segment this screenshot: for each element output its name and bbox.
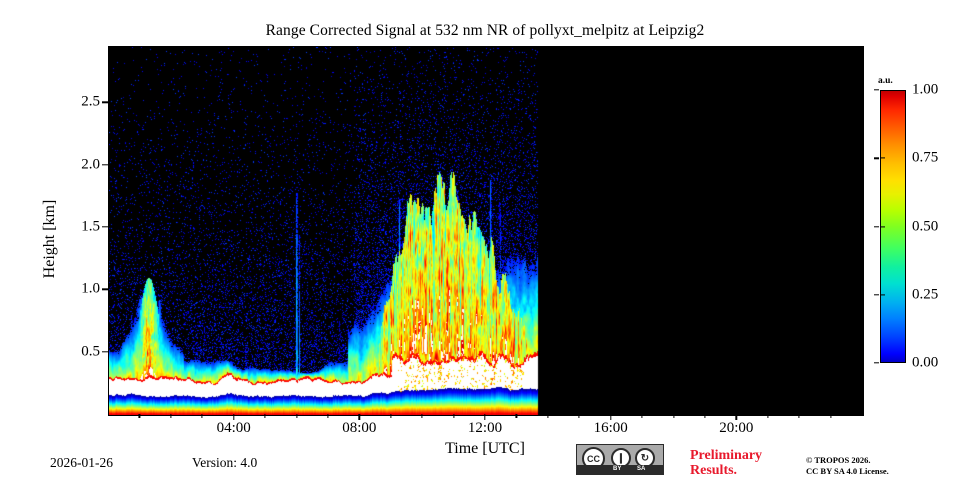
colorbar-tick-inner: [881, 225, 885, 228]
cc-sa-label: SA: [637, 466, 646, 472]
x-tick-mark-minor: [390, 414, 392, 418]
copyright-line-1: © TROPOS 2026.: [806, 455, 871, 465]
x-tick-mark-minor: [452, 414, 455, 418]
x-axis-label: Time [UTC]: [445, 440, 525, 457]
y-tick-mark: [102, 288, 108, 290]
x-tick-mark-minor: [138, 414, 140, 418]
cc-badge-top: CC ❙ ↻: [577, 445, 663, 470]
plot-area: [108, 46, 864, 416]
colorbar-tick-label: 0.00: [912, 354, 939, 371]
x-tick-mark-minor: [578, 414, 580, 418]
colorbar-tick-label: 0.50: [912, 218, 939, 234]
y-tick-mark: [102, 163, 108, 166]
y-axis-tick-labels: 0.5 1.0 1.5 2.0 2.5: [48, 46, 100, 414]
preliminary-line-1: Preliminary: [690, 448, 763, 463]
preliminary-line-2: Results.: [690, 463, 738, 478]
colorbar-tick-label: 0.25: [912, 286, 939, 303]
x-tick-mark-minor: [264, 414, 266, 418]
colorbar-tick-label: 1.00: [912, 81, 939, 98]
colorbar-tick-mark: [874, 157, 879, 159]
colorbar-tick-label: 0.75: [912, 149, 939, 166]
colorbar-tick-mark: [874, 294, 879, 296]
y-tick-mark: [102, 226, 108, 228]
copyright-notice: © TROPOS 2026. CC BY SA 4.0 License.: [806, 455, 889, 477]
x-tick-mark-major: [609, 414, 612, 420]
colorbar-tick-mark: [874, 225, 879, 228]
x-tick-mark-minor: [547, 414, 549, 418]
x-tick-label: 08:00: [342, 420, 377, 436]
cc-badge-bottom: BY SA: [577, 465, 663, 474]
y-tick-label: 2.5: [81, 93, 100, 110]
x-tick-mark-minor: [641, 414, 643, 418]
heatmap-canvas: [109, 47, 863, 415]
x-tick-mark-major: [358, 414, 361, 420]
colorbar-unit-label: a.u.: [878, 76, 893, 86]
x-tick-mark-minor: [704, 414, 706, 418]
x-tick-mark-minor: [798, 414, 800, 418]
x-tick-label: 20:00: [719, 420, 754, 436]
y-tick-label: 1.5: [81, 218, 100, 235]
x-tick-mark-minor: [170, 414, 172, 418]
x-tick-mark-minor: [515, 414, 517, 418]
x-tick-label: 04:00: [216, 420, 251, 436]
x-tick-label: 12:00: [467, 420, 503, 436]
cc-sa-share-alike-icon: ↻: [635, 448, 655, 468]
x-tick-mark-minor: [295, 414, 298, 418]
page-title: Range Corrected Signal at 532 nm NR of p…: [265, 22, 705, 39]
x-tick-mark-major: [735, 414, 738, 420]
footer-version: Version: 4.0: [192, 455, 258, 470]
cc-by-label: BY: [613, 466, 622, 472]
x-tick-mark-minor: [421, 414, 423, 418]
copyright-line-2: CC BY SA 4.0 License.: [806, 466, 889, 476]
creative-commons-badge-icon[interactable]: CC ❙ ↻ BY SA: [576, 444, 664, 475]
y-tick-label: 2.0: [81, 156, 100, 172]
x-tick-mark-minor: [672, 414, 675, 418]
x-tick-mark-major: [484, 414, 486, 420]
preliminary-results-notice: Preliminary Results.: [690, 448, 762, 478]
y-tick-label: 0.5: [81, 343, 100, 360]
x-tick-mark-minor: [327, 414, 329, 418]
colorbar-tick-inner: [881, 294, 885, 296]
y-tick-label: 1.0: [81, 280, 100, 297]
x-tick-mark-minor: [829, 414, 832, 418]
y-tick-mark: [102, 350, 108, 353]
y-tick-mark: [102, 101, 108, 103]
colorbar-tick-mark: [874, 362, 879, 364]
footer-date: 2026-01-26: [50, 455, 113, 470]
x-tick-label: 16:00: [593, 420, 628, 436]
colorbar-tick-inner: [881, 157, 885, 159]
colorbar-tick-mark: [874, 89, 879, 91]
x-tick-mark-minor: [767, 414, 769, 418]
x-tick-mark-major: [232, 414, 235, 420]
x-tick-mark-minor: [201, 414, 203, 418]
